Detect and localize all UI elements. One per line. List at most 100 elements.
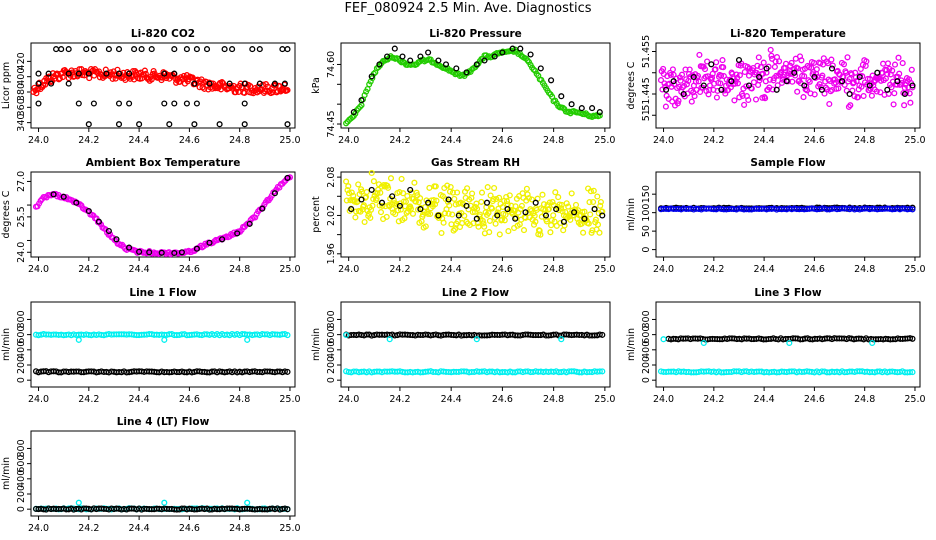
reference-point — [161, 70, 168, 77]
reference-point — [548, 77, 555, 84]
outliers-point — [660, 336, 667, 343]
primary-point — [908, 66, 915, 73]
primary-point — [498, 216, 506, 223]
y-tick-label: 27.0 — [16, 171, 27, 192]
primary-point — [669, 66, 676, 73]
plot-frame — [655, 301, 921, 388]
y-axis-label: ml/min — [1, 328, 12, 361]
primary-point — [678, 71, 686, 78]
plot-frame — [30, 430, 296, 517]
reference-point — [856, 73, 863, 81]
primary-point — [542, 206, 549, 214]
reference-point — [463, 69, 470, 76]
primary-point — [538, 76, 545, 83]
reference-point — [146, 249, 153, 256]
primary-point — [675, 97, 682, 104]
primary-point — [280, 179, 287, 186]
primary-point — [377, 189, 384, 196]
primary-point — [840, 61, 848, 68]
primary-point — [367, 214, 374, 221]
primary-point — [445, 210, 452, 217]
reference-point — [756, 73, 763, 81]
reference-point — [417, 53, 424, 60]
primary-point — [750, 79, 757, 86]
x-tick-label: 24.4 — [754, 264, 775, 275]
primary-point — [432, 201, 439, 208]
reference-point — [50, 191, 57, 198]
reference-point — [399, 53, 406, 60]
reference-point — [259, 205, 266, 212]
primary-point — [909, 84, 916, 91]
y-tick-label: 600 — [16, 326, 27, 344]
y-axis-label: degrees C — [1, 190, 12, 238]
reference-point — [284, 46, 291, 53]
y-axis-label: ml/min — [311, 328, 322, 361]
primary-point — [494, 209, 501, 216]
primary-point — [868, 92, 875, 99]
y-axis-label: kPa — [311, 77, 322, 94]
reference-point — [136, 248, 143, 255]
reference-point — [396, 202, 403, 209]
chart-title: Line 2 Flow — [442, 287, 509, 299]
chart-title: Ambient Box Temperature — [86, 157, 241, 169]
primary-point — [142, 70, 149, 77]
primary-point — [594, 221, 602, 228]
primary-point — [363, 188, 370, 196]
primary-point — [361, 218, 368, 226]
x-tick-label: 24.4 — [129, 394, 150, 405]
reference-point — [113, 236, 120, 243]
primary-point — [460, 201, 467, 208]
reference-point — [532, 199, 539, 206]
reference-point — [700, 82, 707, 89]
reference-point — [425, 199, 432, 206]
reference-point — [591, 206, 598, 213]
reference-point — [560, 218, 567, 225]
primary-point — [417, 195, 424, 202]
reference-point — [256, 46, 263, 53]
chart-title: Line 3 Flow — [754, 287, 821, 299]
reference-point — [249, 46, 256, 53]
reference-point — [735, 56, 743, 64]
x-tick-label: 25.0 — [279, 264, 300, 275]
primary-point — [513, 214, 520, 221]
figure-title: FEF_080924 2.5 Min. Ave. Diagnostics — [344, 1, 592, 16]
primary-point — [719, 57, 726, 64]
reference-point — [811, 73, 818, 81]
reference-point — [745, 82, 753, 89]
primary-point — [532, 67, 539, 74]
reference-point — [191, 121, 198, 128]
x-tick-label: 24.8 — [543, 394, 564, 405]
reference-point — [246, 220, 253, 227]
y-axis-label: Licor ppm — [1, 62, 12, 109]
x-tick-label: 24.8 — [229, 135, 250, 146]
primary-point — [873, 88, 880, 95]
primary-point — [899, 60, 906, 67]
primary-point — [411, 179, 418, 186]
primary-point — [829, 62, 836, 69]
chart-title: Sample Flow — [750, 157, 825, 169]
reference-point — [491, 53, 498, 60]
reference-point — [138, 46, 145, 53]
primary-point — [518, 202, 525, 209]
y-tick-label: 51.445 — [641, 77, 652, 110]
primary-point — [449, 211, 456, 218]
primary-point — [286, 174, 294, 181]
y-tick-label: 800 — [326, 310, 337, 328]
primary-point — [385, 184, 392, 191]
x-tick-label: 25.0 — [904, 394, 925, 405]
primary-point — [717, 80, 724, 87]
primary-point — [754, 62, 761, 69]
reference-point — [773, 86, 780, 93]
x-tick-label: 25.0 — [279, 394, 300, 405]
chart-title: Li-820 Pressure — [429, 28, 522, 40]
primary-point — [478, 189, 486, 196]
x-tick-label: 24.6 — [492, 135, 513, 146]
primary-point — [670, 71, 677, 78]
primary-point — [794, 88, 801, 95]
reference-point — [85, 207, 92, 215]
reference-point — [183, 100, 190, 107]
reference-point — [35, 80, 42, 87]
